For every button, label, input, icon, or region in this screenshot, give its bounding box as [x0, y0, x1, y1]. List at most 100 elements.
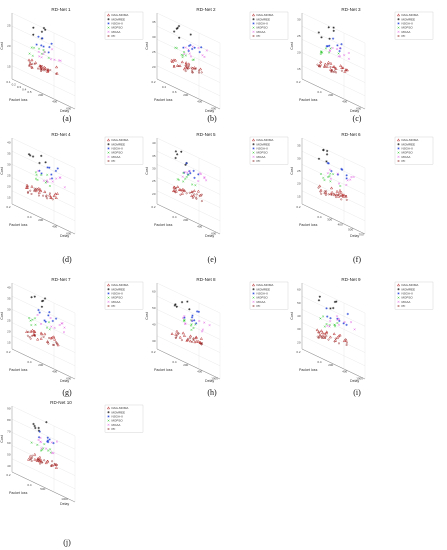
floor-axes — [301, 348, 366, 380]
z-tick-label: 90 — [7, 406, 11, 410]
z-axis-label: Cost — [145, 312, 149, 319]
y-tick-label: 300 — [327, 218, 332, 222]
z-tick-label: 40 — [152, 141, 156, 145]
legend-marker — [107, 300, 110, 303]
scatter-points — [316, 26, 350, 74]
panel-caption: (f) — [353, 255, 361, 264]
legend-entry: MOPSO — [112, 419, 124, 423]
panel-10: RD-Net 10 40 50 60 70 80 90 Cost 0.2 0.4 Packet lo… — [0, 400, 144, 547]
legend-entry: NSGA-II — [402, 147, 413, 151]
y-tick-label: 200 — [183, 218, 188, 222]
z-tick-label: 30 — [152, 35, 156, 39]
scatter-points — [27, 26, 62, 75]
z-tick-label: 50 — [297, 301, 301, 305]
z-tick-label: 15 — [7, 340, 11, 344]
z-tick-label: 15 — [297, 67, 301, 71]
legend-entry: DAG-MOMA — [402, 283, 419, 287]
legend-marker — [397, 292, 400, 295]
legend-entry: NSGA-II — [257, 147, 268, 151]
legend-entry: PF — [402, 34, 406, 38]
panel-1: RD-Net 1 15 20 25 Cost 0.10.20.30.40.5 Packet … — [0, 7, 144, 123]
x-tick-label: 0.2 — [151, 80, 156, 84]
legend-entry: NSGA-II — [112, 415, 123, 419]
y-tick-label: 400 — [342, 100, 347, 104]
legend-marker — [251, 138, 256, 142]
panel-title: RD-Net 3 — [341, 7, 361, 12]
z-tick-label: 60 — [297, 288, 301, 292]
x-tick-label: 0.3 — [17, 85, 22, 89]
z-tick-label: 20 — [152, 192, 156, 196]
y-axis-label: Delay — [205, 379, 214, 383]
y-tick-label: 600 — [211, 106, 216, 110]
legend-marker — [397, 155, 400, 158]
z-axis-label: Cost — [290, 167, 294, 174]
z-tick-label: 50 — [7, 453, 11, 457]
y-tick-label: 600 — [66, 376, 71, 380]
legend-entry: DAG-MOMA — [257, 138, 274, 142]
legend-entry: PF — [112, 34, 116, 38]
y-tick-label: 500 — [40, 487, 45, 491]
legend-marker — [252, 143, 255, 146]
legend-marker — [397, 151, 400, 154]
z-tick-label: 25 — [152, 179, 156, 183]
floor-axes — [11, 348, 76, 380]
floor-axes — [301, 78, 366, 110]
z-axis-label: Cost — [290, 312, 294, 319]
legend-entry: MOAA — [112, 423, 121, 427]
y-tick-label: 400 — [338, 223, 343, 227]
x-axis-label: Packet loss — [299, 223, 318, 227]
y-tick-label: 1000 — [211, 376, 218, 380]
legend-marker — [397, 143, 400, 146]
x-tick-label: 0.2 — [151, 350, 156, 354]
panel-caption: (b) — [207, 114, 217, 123]
panel-caption: (e) — [208, 255, 217, 264]
x-tick-label: 0.4 — [22, 88, 27, 92]
legend-marker — [252, 26, 255, 29]
legend-entry: DAG-MOMA — [402, 138, 419, 142]
x-tick-label: 0.4 — [27, 215, 32, 219]
x-tick-label: 0.4 — [317, 90, 322, 94]
scatter-points — [25, 295, 66, 347]
legend-entry: MOAA — [257, 30, 266, 34]
legend-marker — [107, 288, 110, 291]
x-tick-label: 0.6 — [172, 90, 177, 94]
z-tick-label: 20 — [297, 51, 301, 55]
y-axis-label: Delay — [205, 109, 214, 113]
legend-entry: MOPSO — [112, 296, 124, 300]
legend-marker — [107, 415, 110, 418]
legend-marker — [252, 151, 255, 154]
y-axis-label: Delay — [60, 379, 69, 383]
scatter-points — [317, 148, 355, 201]
panel-caption: (j) — [63, 538, 71, 547]
legend-entry: MOMREE — [257, 287, 271, 291]
floor-axes — [156, 203, 221, 235]
z-tick-label: 30 — [297, 18, 301, 22]
x-tick-label: 0.4 — [317, 360, 322, 364]
legend-entry: MOMREE — [112, 142, 126, 146]
y-tick-label: 600 — [356, 106, 361, 110]
x-tick-label: 0.5 — [27, 90, 32, 94]
x-axis-label: Packet loss — [299, 368, 318, 372]
panel-5: RD-Net 5 20 25 30 35 40 Cost 0.2 0.4 Packet loss 2… — [145, 132, 289, 264]
x-tick-label: 0.4 — [27, 360, 32, 364]
legend-entry: MOMREE — [257, 142, 271, 146]
legend-entry: NSGA-II — [402, 292, 413, 296]
y-tick-label: 400 — [197, 370, 202, 374]
floor-axes — [156, 348, 221, 380]
legend-marker — [107, 419, 110, 422]
floor-axes — [301, 203, 366, 235]
x-tick-label: 0.2 — [151, 205, 156, 209]
z-tick-label: 30 — [7, 307, 11, 311]
panel-caption: (a) — [63, 114, 72, 123]
x-tick-label: 0.2 — [12, 83, 17, 87]
legend-marker — [396, 13, 401, 17]
panel-title: RD-Net 7 — [51, 277, 71, 282]
panel-4: RD-Net 4 15 20 25 30 35 40 Cost 0.2 0.4 Packet los… — [0, 132, 144, 264]
legend-marker — [106, 138, 111, 142]
legend-marker — [397, 147, 400, 150]
panel-title: RD-Net 4 — [51, 132, 71, 137]
legend-marker — [252, 35, 255, 37]
